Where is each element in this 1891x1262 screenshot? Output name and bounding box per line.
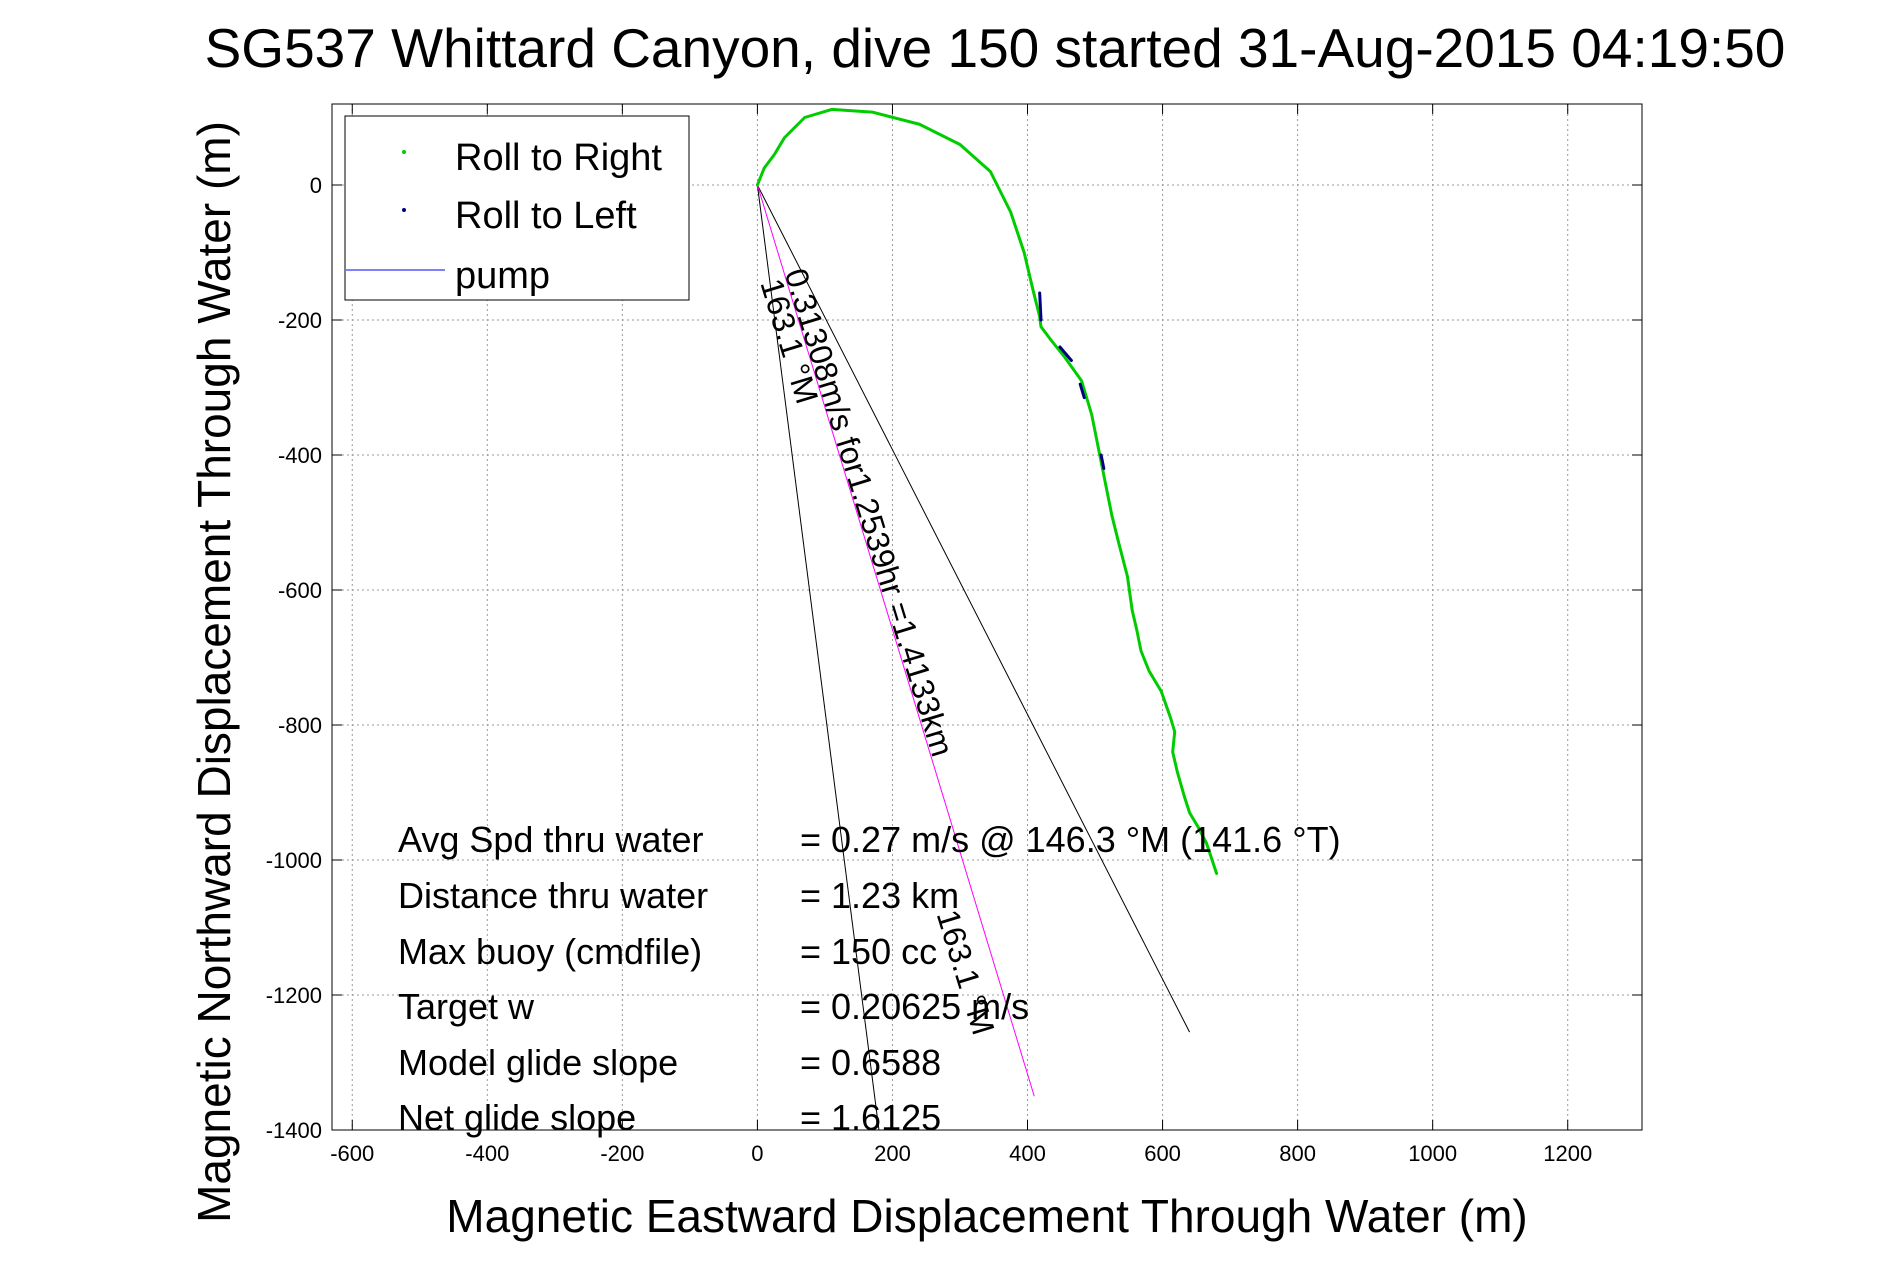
legend-label-roll-left: Roll to Left <box>455 195 637 237</box>
reference-line-a <box>756 184 880 1131</box>
stat-value: = 1.6125 <box>800 1097 941 1138</box>
y-tick-label: -1400 <box>266 1118 322 1143</box>
y-tick-label: -400 <box>278 443 322 468</box>
legend-marker-roll-left <box>402 208 406 212</box>
x-tick-label: -200 <box>600 1141 644 1166</box>
x-axis-label: Magnetic Eastward Displacement Through W… <box>446 1190 1527 1242</box>
y-tick-label: -600 <box>278 578 322 603</box>
x-tick-label: 800 <box>1279 1141 1316 1166</box>
dive-statistics: Avg Spd thru water = 0.27 m/s @ 146.3 °M… <box>398 819 1341 1138</box>
chart-title: SG537 Whittard Canyon, dive 150 started … <box>205 17 1786 79</box>
plot-border <box>331 103 1643 1131</box>
x-tick-label: -600 <box>330 1141 374 1166</box>
stat-value: = 150 cc <box>800 931 937 972</box>
reference-line-b <box>756 184 1191 1033</box>
series-roll-to-left <box>1058 345 1073 362</box>
x-tick-label: 0 <box>751 1141 763 1166</box>
legend-box <box>344 115 690 301</box>
stat-label: Target w <box>398 986 535 1027</box>
x-tick-label: -400 <box>465 1141 509 1166</box>
legend-label-roll-right: Roll to Right <box>455 137 662 179</box>
legend-marker-roll-right <box>402 150 406 154</box>
series-roll-to-left <box>1099 453 1106 470</box>
reference-lines <box>756 184 1191 1131</box>
legend-label-pump: pump <box>455 255 550 297</box>
dive-track <box>755 107 1219 875</box>
series-roll-to-right <box>755 107 1219 875</box>
stat-value: = 0.27 m/s @ 146.3 °M (141.6 °T) <box>800 819 1341 860</box>
axis-ticks: -600 -400 -200 0 200 400 600 800 1000 1200 0 -200 -4… <box>266 104 1642 1166</box>
stat-label: Model glide slope <box>398 1042 678 1083</box>
stat-value: = 0.20625 m/s <box>800 986 1029 1027</box>
y-tick-label: 0 <box>310 173 322 198</box>
y-tick-label: -200 <box>278 308 322 333</box>
x-tick-label: 600 <box>1144 1141 1181 1166</box>
series-roll-to-left <box>1038 291 1043 322</box>
stat-label: Distance thru water <box>398 875 708 916</box>
x-tick-label: 200 <box>874 1141 911 1166</box>
stat-label: Net glide slope <box>398 1097 636 1138</box>
y-axis-label: Magnetic Northward Displacement Through … <box>188 121 240 1223</box>
stat-label: Max buoy (cmdfile) <box>398 931 702 972</box>
y-tick-label: -1200 <box>266 983 322 1008</box>
heading-line <box>756 184 1035 1097</box>
x-tick-label: 1200 <box>1543 1141 1592 1166</box>
series-roll-to-left <box>1078 382 1086 400</box>
x-tick-label: 400 <box>1009 1141 1046 1166</box>
stat-value: = 1.23 km <box>800 875 959 916</box>
stat-label: Avg Spd thru water <box>398 819 704 860</box>
y-tick-label: -800 <box>278 713 322 738</box>
y-tick-label: -1000 <box>266 848 322 873</box>
stat-value: = 0.6588 <box>800 1042 941 1083</box>
x-tick-label: 1000 <box>1408 1141 1457 1166</box>
legend: Roll to Right Roll to Left pump <box>344 115 690 301</box>
